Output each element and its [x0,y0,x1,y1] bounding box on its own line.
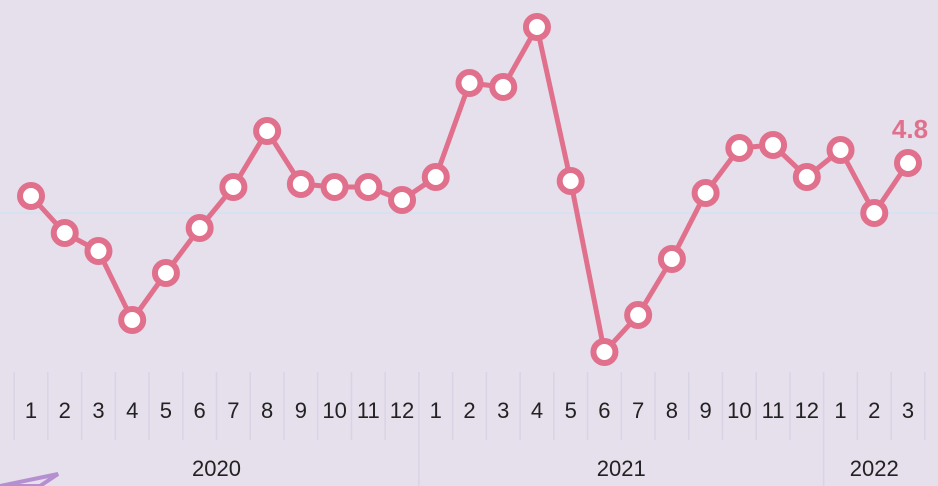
marker [691,179,720,207]
marker [522,13,551,41]
x-tick-label: 10 [727,398,751,423]
marker [624,301,653,329]
x-tick-label: 6 [194,398,206,423]
x-tick-label: 9 [699,398,711,423]
x-tick-label: 4 [126,398,138,423]
marker [84,237,113,265]
x-tick-label: 3 [92,398,104,423]
x-tick-label: 6 [598,398,610,423]
marker [489,73,518,101]
marker [354,173,383,201]
x-tick-label: 12 [390,398,414,423]
marker [894,149,922,177]
marker [556,167,585,195]
marker [455,69,484,97]
marker [725,134,754,162]
marker [860,199,889,227]
marker [388,186,417,214]
x-tick-label: 3 [902,398,914,423]
marker [151,259,180,287]
x-tick-label: 2 [59,398,71,423]
x-tick-label: 5 [160,398,172,423]
x-tick-label: 2 [463,398,475,423]
x-tick-label: 3 [497,398,509,423]
x-tick-label: 9 [295,398,307,423]
x-tick-label: 1 [834,398,846,423]
year-label: 2020 [192,456,241,481]
x-tick-label: 10 [322,398,346,423]
x-tick-label: 11 [357,398,380,423]
x-tick-label: 12 [795,398,819,423]
marker [421,163,450,191]
year-label: 2022 [850,456,899,481]
marker [826,136,855,164]
x-tick-label: 7 [632,398,644,423]
marker [253,117,282,145]
x-tick-label: 2 [868,398,880,423]
marker [219,173,248,201]
x-tick-label: 8 [261,398,273,423]
marker [286,170,315,198]
x-tick-label: 1 [25,398,37,423]
marker [17,182,45,210]
marker [792,163,821,191]
year-label: 2021 [597,456,646,481]
data-label: 4.8 [892,114,928,144]
decoration [0,472,60,486]
marker [118,306,147,334]
x-tick-label: 1 [430,398,442,423]
x-tick-label: 8 [666,398,678,423]
marker [759,131,788,159]
x-tick-label: 4 [531,398,543,423]
marker [590,338,619,366]
x-tick-label: 7 [227,398,239,423]
marker [50,219,79,247]
marker [657,245,686,273]
marker [320,173,349,201]
x-tick-label: 5 [565,398,577,423]
marker [185,214,214,242]
x-tick-label: 11 [762,398,785,423]
